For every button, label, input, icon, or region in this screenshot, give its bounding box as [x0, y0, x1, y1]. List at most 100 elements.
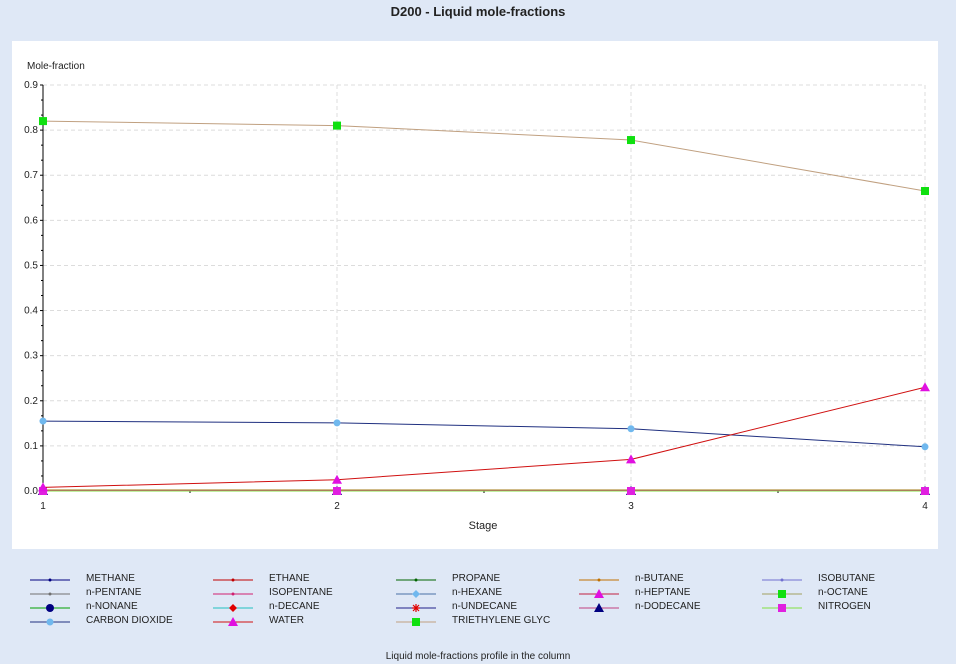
data-point: [333, 419, 341, 427]
legend-marker: [46, 604, 54, 612]
x-tick-label: 2: [334, 501, 340, 512]
series-nitrogen: [39, 487, 929, 495]
legend-marker: [597, 578, 601, 582]
legend-swatch: [30, 578, 70, 582]
y-tick-label: 0.2: [24, 396, 38, 407]
legend-swatch: [213, 578, 253, 582]
legend-item: n-DECANE: [211, 601, 391, 615]
legend-item: PROPANE: [394, 573, 574, 587]
x-tick-label: 4: [922, 501, 928, 512]
legend-marker: [778, 604, 786, 612]
legend-item: ISOBUTANE: [760, 573, 940, 587]
data-point: [626, 454, 636, 464]
data-point: [627, 487, 635, 495]
legend-item: WATER: [211, 615, 391, 629]
series-line: [42, 120, 926, 192]
legend-item: n-PENTANE: [28, 587, 208, 601]
legend-marker: [412, 618, 420, 626]
x-axis-label: Stage: [469, 520, 498, 532]
legend-item: TRIETHYLENE GLYC: [394, 615, 574, 629]
legend-label: n-PENTANE: [86, 587, 142, 598]
legend-marker: [594, 589, 604, 598]
legend-item: n-BUTANE: [577, 573, 757, 587]
legend-marker: [231, 592, 235, 596]
legend-item: CARBON DIOXIDE: [28, 615, 208, 629]
data-point: [333, 487, 341, 495]
data-point: [921, 443, 929, 451]
legend-label: NITROGEN: [818, 601, 871, 612]
legend-item: n-OCTANE: [760, 587, 940, 601]
data-point: [627, 136, 635, 145]
legend-label: n-UNDECANE: [452, 601, 518, 612]
legend-label: n-HEPTANE: [635, 587, 691, 598]
data-point: [333, 121, 341, 130]
y-axis-label: Mole-fraction: [27, 61, 85, 72]
legend-label: ISOBUTANE: [818, 573, 876, 584]
legend-label: n-DODECANE: [635, 601, 701, 612]
x-tick-label: 3: [628, 501, 634, 512]
y-tick-label: 0.9: [24, 80, 38, 91]
legend-item: n-NONANE: [28, 601, 208, 615]
chart-svg: 0.0 0.1 0.2 0.3 0.4 0.5 0.6 0.7 0.8 0.9 1 2 3 4 Mole-…: [24, 61, 930, 532]
legend-swatch: [30, 592, 70, 596]
y-tick-label: 0.0: [24, 486, 38, 497]
y-tick-label: 0.5: [24, 260, 38, 271]
data-point: [39, 417, 47, 425]
legend-swatch: [579, 603, 619, 612]
y-tick-label: 0.6: [24, 215, 38, 226]
legend-item: n-HEXANE: [394, 587, 574, 601]
y-tick-label: 0.1: [24, 441, 38, 452]
chart-footer: Liquid mole-fractions profile in the col…: [385, 651, 571, 662]
legend-item: n-HEPTANE: [577, 587, 757, 601]
legend-label: WATER: [269, 615, 304, 626]
legend-item: METHANE: [28, 573, 208, 587]
legend-label: n-OCTANE: [818, 587, 868, 598]
legend-marker: [48, 592, 52, 596]
legend-swatch: [30, 604, 70, 612]
legend-marker: [231, 578, 235, 582]
legend-swatch: [762, 578, 802, 582]
legend-marker: [46, 618, 54, 626]
legend-item: n-DODECANE: [577, 601, 757, 615]
y-tick-label: 0.8: [24, 125, 38, 136]
series-line: [42, 386, 926, 488]
legend-label: n-BUTANE: [635, 573, 684, 584]
legend-swatch: [762, 590, 802, 598]
legend-item: n-UNDECANE: [394, 601, 574, 615]
series-line: [42, 420, 926, 448]
legend-marker: [412, 604, 420, 612]
legend-label: ETHANE: [269, 573, 310, 584]
legend-marker: [594, 603, 604, 612]
series-triethylene-glyc: [39, 117, 929, 196]
x-tick-label: 1: [40, 501, 46, 512]
legend-marker: [780, 578, 784, 582]
legend-item: NITROGEN: [760, 601, 940, 615]
legend-item: ISOPENTANE: [211, 587, 391, 601]
legend-item: ETHANE: [211, 573, 391, 587]
y-tick-label: 0.3: [24, 351, 38, 362]
series-carbon-dioxide: [39, 417, 929, 451]
chart-title: D200 - Liquid mole-fractions: [390, 4, 566, 19]
grid-layer: [43, 84, 926, 491]
legend-swatch: [396, 578, 436, 582]
legend-label: n-NONANE: [86, 601, 138, 612]
legend-swatch: [213, 617, 253, 626]
y-tick-label: 0.7: [24, 170, 38, 181]
legend: METHANE ETHANE PROPANE n-BUTANE ISOBUTANE n-P…: [28, 573, 948, 629]
legend-swatch: [396, 618, 436, 626]
legend-swatch: [213, 592, 253, 596]
legend-marker: [778, 590, 786, 598]
legend-swatch: [396, 590, 436, 598]
plot-panel: 0.0 0.1 0.2 0.3 0.4 0.5 0.6 0.7 0.8 0.9 1 2 3 4 Mole-…: [12, 41, 938, 549]
data-point: [332, 474, 342, 484]
y-tick-label: 0.4: [24, 306, 38, 317]
legend-swatch: [579, 589, 619, 598]
legend-label: METHANE: [86, 573, 135, 584]
legend-swatch: [213, 604, 253, 612]
legend-label: n-DECANE: [269, 601, 320, 612]
legend-swatch: [579, 578, 619, 582]
legend-label: PROPANE: [452, 573, 501, 584]
legend-swatch: [762, 604, 802, 612]
legend-label: ISOPENTANE: [269, 587, 333, 598]
legend-marker: [414, 578, 418, 582]
